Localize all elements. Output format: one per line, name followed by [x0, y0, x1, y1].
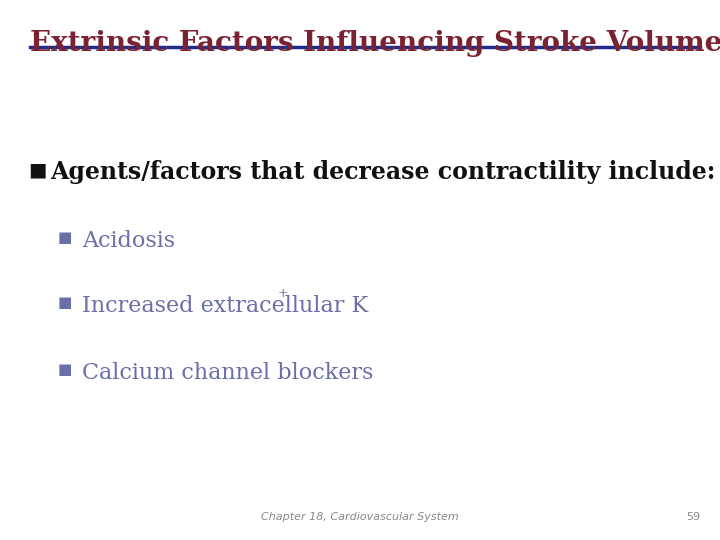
Text: ■: ■: [58, 295, 73, 310]
Text: Extrinsic Factors Influencing Stroke Volume: Extrinsic Factors Influencing Stroke Vol…: [30, 30, 720, 57]
Text: ■: ■: [28, 160, 46, 179]
Text: Agents/factors that decrease contractility include:: Agents/factors that decrease contractili…: [50, 160, 716, 184]
Text: Chapter 18, Cardiovascular System: Chapter 18, Cardiovascular System: [261, 512, 459, 522]
Text: Acidosis: Acidosis: [82, 230, 175, 252]
Text: ■: ■: [58, 230, 73, 245]
Text: +: +: [278, 287, 289, 300]
Text: ■: ■: [58, 362, 73, 377]
Text: Calcium channel blockers: Calcium channel blockers: [82, 362, 374, 384]
Text: Increased extracellular K: Increased extracellular K: [82, 295, 368, 317]
Text: 59: 59: [686, 512, 700, 522]
